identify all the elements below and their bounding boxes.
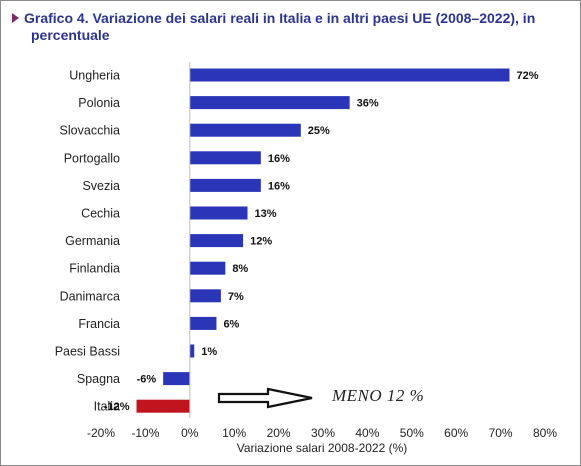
bar-portogallo <box>189 151 261 165</box>
value-label-ungheria: 72% <box>516 70 538 82</box>
x-tick-label: 60% <box>444 426 468 440</box>
bar-danimarca <box>189 289 221 303</box>
category-label-danimarca: Danimarca <box>60 289 120 303</box>
value-label-paesi-bassi: 1% <box>201 346 217 358</box>
category-label-italia: Italia <box>94 400 120 414</box>
bar-ungheria <box>189 68 510 82</box>
category-label-portogallo: Portogallo <box>64 151 120 165</box>
x-tick-label: 30% <box>311 426 335 440</box>
chart-title: Grafico 4. Variazione dei salari reali i… <box>12 10 552 44</box>
value-label-cechia: 13% <box>255 208 277 220</box>
bar-cechia <box>189 206 248 220</box>
x-tick-labels-group: -20% -10% 0% 10% 20% 30% 40% 50% 60% 70% 80% <box>87 426 557 440</box>
chart-title-line2: percentuale <box>31 27 110 43</box>
category-label-polonia: Polonia <box>78 96 120 110</box>
value-label-spagna: -6% <box>137 374 157 386</box>
category-labels-group: Ungheria Polonia Slovacchia Portogallo Svezi… <box>55 69 120 414</box>
annotation-text: MENO 12 % <box>332 386 425 405</box>
category-label-germania: Germania <box>65 234 120 248</box>
x-tick-label: 80% <box>533 426 557 440</box>
x-tick-label: 0% <box>181 426 199 440</box>
outlined-right-arrow-icon <box>217 387 313 409</box>
x-tick-label: 20% <box>267 426 291 440</box>
value-label-svezia: 16% <box>268 180 290 192</box>
x-tick-label: 10% <box>222 426 246 440</box>
category-label-cechia: Cechia <box>81 207 120 221</box>
triangle-bullet-icon <box>12 13 19 23</box>
x-tick-label: 40% <box>355 426 379 440</box>
bar-italia <box>136 399 190 413</box>
x-axis-label: Variazione salari 2008-2022 (%) <box>237 441 408 455</box>
value-label-polonia: 36% <box>357 98 379 110</box>
value-label-portogallo: 16% <box>268 153 290 165</box>
category-label-slovacchia: Slovacchia <box>60 124 120 138</box>
x-tick-label: 50% <box>400 426 424 440</box>
category-label-finlandia: Finlandia <box>69 262 120 276</box>
value-labels-group: 72% 36% 25% 16% 16% 13% 12% 8% 7% 6% 1% -6% -12% <box>104 70 539 413</box>
value-label-germania: 12% <box>250 236 272 248</box>
category-label-francia: Francia <box>78 317 120 331</box>
x-tick-label: 70% <box>489 426 513 440</box>
value-label-danimarca: 7% <box>228 291 244 303</box>
bar-spagna <box>163 372 190 386</box>
value-label-slovacchia: 25% <box>308 125 330 137</box>
value-label-finlandia: 8% <box>232 263 248 275</box>
chart-title-line1: Grafico 4. Variazione dei salari reali i… <box>24 10 536 26</box>
bar-finlandia <box>189 261 226 275</box>
bar-slovacchia <box>189 123 301 137</box>
category-label-svezia: Svezia <box>82 179 120 193</box>
bar-germania <box>189 234 244 248</box>
value-label-italia: -12% <box>104 401 130 413</box>
value-label-francia: 6% <box>223 318 239 330</box>
category-label-spagna: Spagna <box>77 372 120 386</box>
bar-francia <box>189 316 217 330</box>
bar-polonia <box>189 96 350 110</box>
bars-group <box>136 68 510 413</box>
x-tick-label: -20% <box>87 426 115 440</box>
category-label-paesi-bassi: Paesi Bassi <box>55 345 120 359</box>
bar-paesi-bassi <box>189 344 195 358</box>
bar-svezia <box>189 178 261 192</box>
x-tick-label: -10% <box>131 426 159 440</box>
category-label-ungheria: Ungheria <box>69 69 120 83</box>
